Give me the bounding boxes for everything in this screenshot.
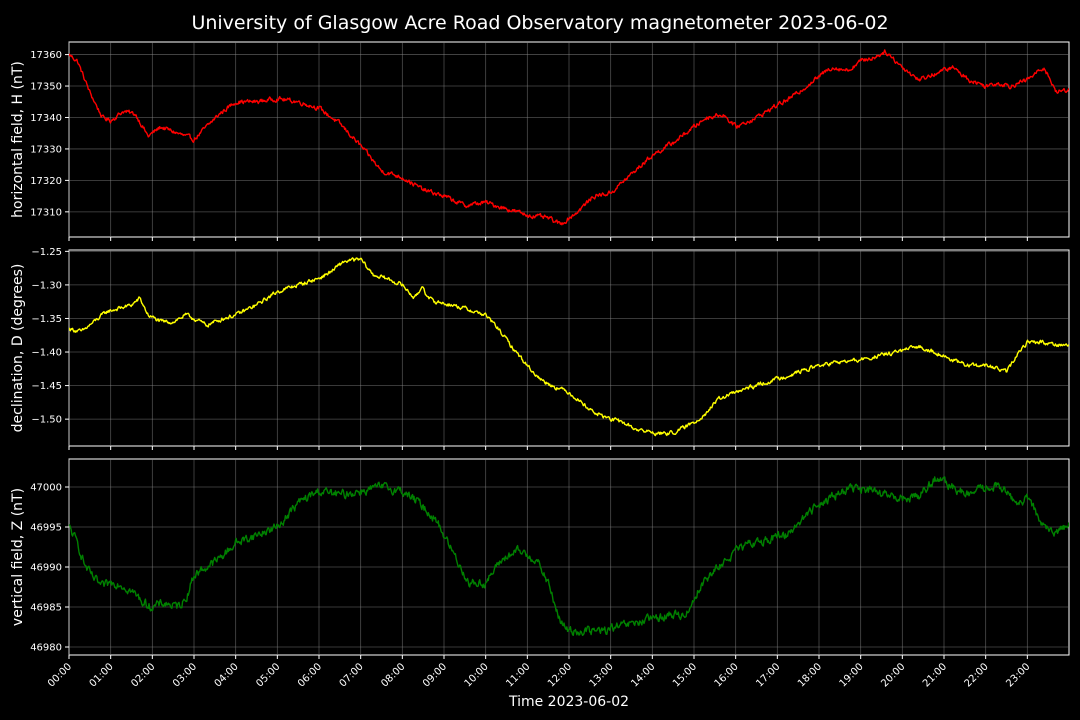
x-axis-label: Time 2023-06-02 (508, 694, 629, 710)
vertical-y-axis-label: vertical field, Z (nT) (10, 488, 26, 626)
declination-ytick-label-1: −1.30 (31, 280, 62, 291)
declination-series-line (69, 257, 1069, 437)
x-tick-label-15: 15:00 (671, 661, 699, 689)
declination-ytick-label-5: −1.50 (31, 415, 62, 426)
x-tick-label-9: 09:00 (421, 661, 449, 689)
x-tick-label-6: 06:00 (296, 661, 324, 689)
horizontal-ytick-label-3: 17340 (30, 113, 62, 124)
vertical-ytick-label-0: 46980 (30, 643, 62, 654)
x-tick-label-14: 14:00 (629, 661, 657, 689)
horizontal-series-line (69, 49, 1069, 226)
x-tick-label-16: 16:00 (713, 661, 741, 689)
declination-ytick-label-4: −1.45 (31, 381, 62, 392)
x-tick-label-19: 19:00 (838, 661, 866, 689)
x-tick-label-0: 00:00 (46, 661, 74, 689)
x-tick-label-21: 21:00 (921, 661, 949, 689)
horizontal-ytick-label-4: 17350 (30, 82, 62, 93)
vertical-ytick-label-3: 46995 (30, 523, 62, 534)
x-tick-label-8: 08:00 (379, 661, 407, 689)
x-tick-label-12: 12:00 (546, 661, 574, 689)
x-tick-label-5: 05:00 (254, 661, 282, 689)
x-tick-label-10: 10:00 (463, 661, 491, 689)
horizontal-y-axis-label: horizontal field, H (nT) (10, 61, 26, 218)
x-tick-label-20: 20:00 (879, 661, 907, 689)
panel-vertical: 46980 46985 46990 46995 47000 vertical field,… (10, 458, 1070, 659)
vertical-ytick-label-4: 47000 (30, 483, 62, 494)
horizontal-ytick-label-2: 17330 (30, 144, 62, 155)
x-tick-label-7: 07:00 (338, 661, 366, 689)
vertical-series-line (69, 476, 1069, 637)
x-tick-label-11: 11:00 (504, 661, 532, 689)
panel-horizontal: 17310 17320 17330 17340 17350 17360 horizontal… (10, 41, 1070, 241)
declination-y-axis-label: declination, D (degrees) (10, 264, 26, 433)
panel-declination: −1.25 −1.30 −1.35 −1.40 −1.45 −1.50 declinatio… (10, 247, 1070, 450)
x-tick-label-2: 02:00 (129, 661, 157, 689)
vertical-ytick-label-2: 46990 (30, 563, 62, 574)
x-tick-label-22: 22:00 (963, 661, 991, 689)
vertical-ytick-label-1: 46985 (30, 603, 62, 614)
x-tick-label-13: 13:00 (588, 661, 616, 689)
horizontal-ytick-label-1: 17320 (30, 176, 62, 187)
panels-group: 17310 17320 17330 17340 17350 17360 horizontal… (10, 41, 1070, 690)
x-tick-label-1: 01:00 (88, 661, 116, 689)
horizontal-ytick-label-0: 17310 (30, 207, 62, 218)
horizontal-ytick-label-5: 17360 (30, 50, 62, 61)
x-tick-label-3: 03:00 (171, 661, 199, 689)
declination-ytick-label-3: −1.40 (31, 348, 62, 359)
x-tick-label-23: 23:00 (1004, 661, 1032, 689)
x-tick-label-18: 18:00 (796, 661, 824, 689)
chart-title: University of Glasgow Acre Road Observat… (191, 12, 888, 34)
declination-ytick-label-2: −1.35 (31, 314, 62, 325)
x-tick-label-17: 17:00 (754, 661, 782, 689)
x-tick-label-4: 04:00 (213, 661, 241, 689)
declination-ytick-label-0: −1.25 (31, 247, 62, 258)
